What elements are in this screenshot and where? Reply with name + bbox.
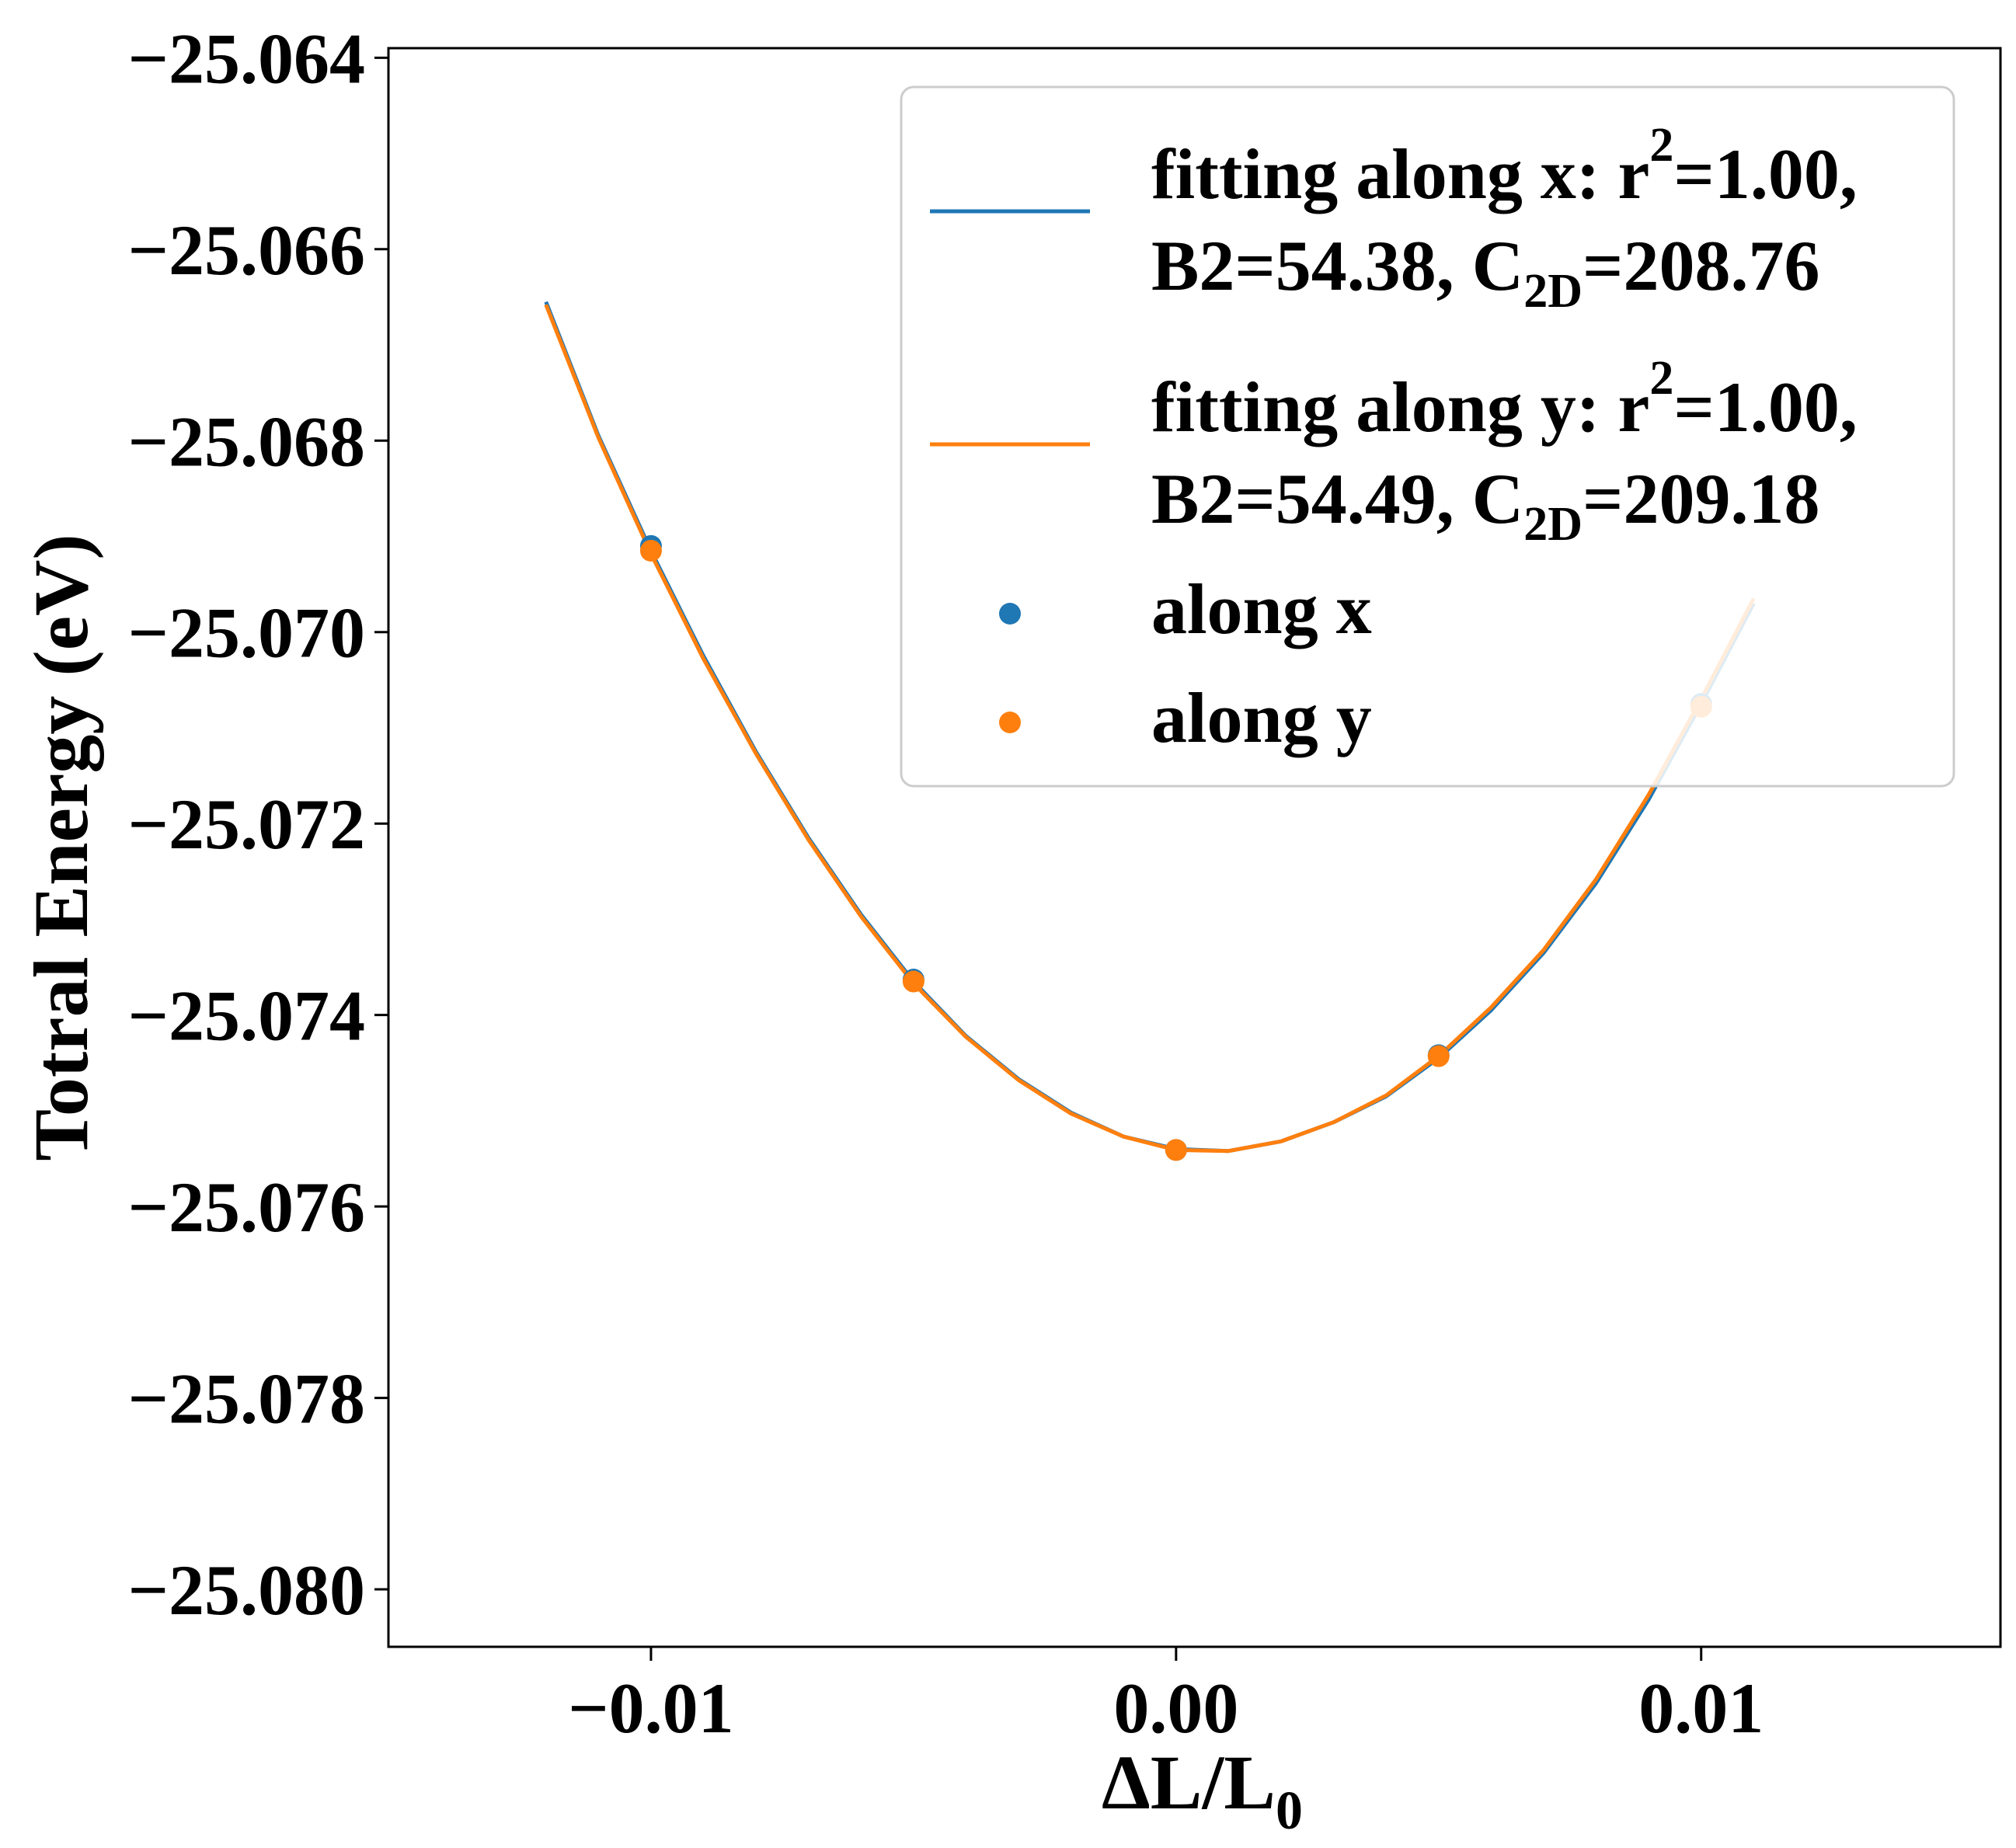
legend-label-0-seg-2: =208.76 — [1583, 226, 1819, 305]
legend-label-2-seg-0: along x — [1151, 569, 1372, 649]
y-tick-label-4: −25.072 — [128, 785, 365, 864]
y-tick-label-2: −25.068 — [128, 402, 365, 481]
legend-label-0-seg-0: B2=54.38, C — [1151, 226, 1523, 305]
legend-label-3-line-0: along y — [1151, 678, 1372, 757]
y-tick-label-0: −25.064 — [128, 19, 365, 98]
legend-label-0-seg-2: =1.00, — [1673, 134, 1857, 214]
y-axis-title: Totral Energy (eV) — [18, 534, 104, 1161]
legend-label-1-seg-1: 2 — [1649, 352, 1673, 405]
x-tick-label-1: 0.00 — [1113, 1669, 1238, 1748]
legend-label-0-seg-1: 2 — [1649, 119, 1673, 172]
legend-label-1-line-1: B2=54.49, C2D=209.18 — [1151, 459, 1819, 551]
legend-label-3-seg-0: along y — [1151, 678, 1372, 757]
y-tick-label-5: −25.074 — [128, 976, 365, 1056]
legend-handle-2 — [999, 603, 1021, 625]
x-tick-label-2: 0.01 — [1638, 1669, 1764, 1748]
x-axis-title-subscript: 0 — [1276, 1781, 1303, 1841]
y-tick-label-6: −25.076 — [128, 1168, 365, 1247]
y-tick-label-1: −25.066 — [128, 211, 365, 290]
legend: fitting along x: r2=1.00,B2=54.38, C2D=2… — [901, 87, 1954, 786]
x-tick-label-0: −0.01 — [568, 1669, 733, 1748]
y-tick-label-3: −25.070 — [128, 593, 365, 673]
legend-label-1-seg-1: 2D — [1523, 498, 1583, 551]
series-3-point-0 — [640, 540, 662, 562]
y-tick-label-8: −25.080 — [128, 1550, 365, 1630]
series-3-point-1 — [903, 971, 924, 993]
legend-label-1-seg-2: =1.00, — [1673, 367, 1857, 447]
series-3-point-3 — [1428, 1046, 1450, 1067]
legend-label-0-line-1: B2=54.38, C2D=208.76 — [1151, 226, 1819, 318]
y-tick-label-7: −25.078 — [128, 1359, 365, 1439]
legend-label-0-seg-0: fitting along x: r — [1151, 134, 1649, 214]
legend-label-1-seg-0: B2=54.49, C — [1151, 459, 1523, 538]
legend-label-0-seg-1: 2D — [1523, 265, 1583, 318]
series-3-point-2 — [1165, 1139, 1187, 1161]
legend-label-1-seg-2: =209.18 — [1583, 459, 1819, 538]
x-axis-title-main: ΔL/L — [1102, 1739, 1276, 1825]
legend-handle-3 — [999, 712, 1021, 733]
legend-label-2-line-0: along x — [1151, 569, 1372, 649]
legend-label-1-seg-0: fitting along y: r — [1151, 367, 1649, 447]
